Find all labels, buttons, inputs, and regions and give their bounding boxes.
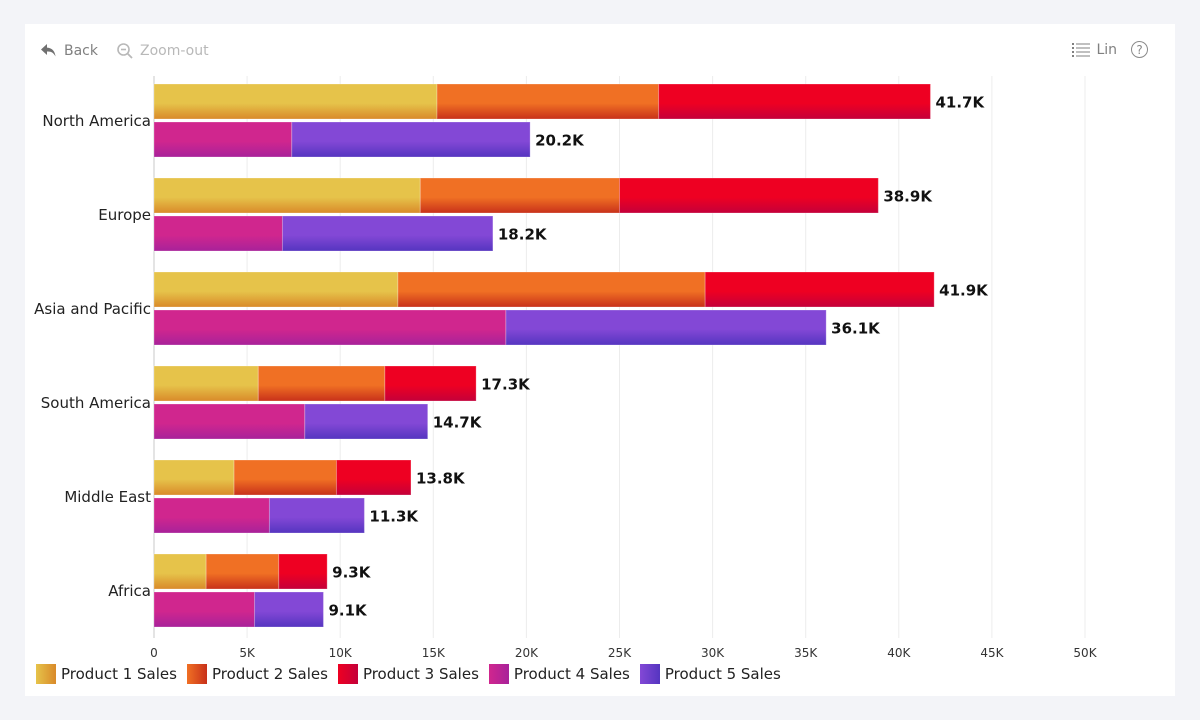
total-value-label: 11.3K <box>369 508 419 526</box>
legend-item[interactable]: Product 3 Sales <box>337 664 479 684</box>
bar-segment-product-1-sales[interactable] <box>153 83 438 120</box>
bar-segment-product-2-sales[interactable] <box>257 365 386 402</box>
bar-segment-product-4-sales[interactable] <box>153 497 270 534</box>
total-value-label: 9.3K <box>332 564 372 582</box>
legend-item[interactable]: Product 4 Sales <box>488 664 630 684</box>
bar-segment-product-1-sales[interactable] <box>153 553 207 590</box>
question-circle-icon[interactable]: ? <box>1131 41 1148 58</box>
bar-segment-product-5-sales[interactable] <box>281 215 494 252</box>
bar-segment-product-2-sales[interactable] <box>419 177 620 214</box>
back-label: Back <box>64 43 98 59</box>
legend-swatch <box>36 664 56 684</box>
x-tick-label: 40K <box>887 646 911 660</box>
category-labels: North America Europe Asia and Pacific South… <box>34 112 151 600</box>
bar-segment-product-5-sales[interactable] <box>304 403 429 440</box>
bar-segment-product-1-sales[interactable] <box>153 459 235 496</box>
bar-segment-product-2-sales[interactable] <box>205 553 280 590</box>
bar-segment-product-1-sales[interactable] <box>153 271 399 308</box>
x-tick-label: 15K <box>422 646 446 660</box>
bar-segment-product-4-sales[interactable] <box>153 215 283 252</box>
magnifier-minus-icon <box>117 43 133 59</box>
category-label: South America <box>41 394 151 412</box>
bar-segment-product-4-sales[interactable] <box>153 591 256 628</box>
x-tick-label: 30K <box>701 646 725 660</box>
bar-segment-product-2-sales[interactable] <box>436 83 660 120</box>
x-tick-label: 25K <box>608 646 632 660</box>
legend-item[interactable]: Product 2 Sales <box>186 664 328 684</box>
x-tick-label: 20K <box>515 646 539 660</box>
value-labels: 41.7K 20.2K 38.9K 18.2K 41.9K 36.1K 17.3K 14.7K… <box>328 94 989 620</box>
legend-swatch <box>337 664 358 684</box>
scale-label: Lin <box>1096 41 1117 58</box>
legend-label: Product 1 Sales <box>61 665 177 683</box>
gridlines <box>153 76 1086 638</box>
bar-segment-product-3-sales[interactable] <box>384 365 477 402</box>
legend-label: Product 4 Sales <box>513 665 630 683</box>
total-value-label: 38.9K <box>883 188 933 206</box>
bar-segment-product-3-sales[interactable] <box>335 459 412 496</box>
bar-segment-product-1-sales[interactable] <box>153 365 259 402</box>
total-value-label: 20.2K <box>535 132 585 150</box>
chart-toolbar-right: Lin ? <box>1072 41 1148 58</box>
bar-segment-product-2-sales[interactable] <box>233 459 337 496</box>
chart-legend: Product 1 Sales Product 2 Sales Product 3 … <box>36 664 783 684</box>
bar-segment-product-5-sales[interactable] <box>505 309 827 346</box>
zoom-out-button[interactable]: Zoom-out <box>116 42 209 60</box>
bars <box>153 83 935 628</box>
legend-label: Product 2 Sales <box>211 665 328 683</box>
bar-segment-product-3-sales[interactable] <box>278 553 328 590</box>
total-value-label: 41.9K <box>939 282 989 300</box>
bar-segment-product-3-sales[interactable] <box>619 177 879 214</box>
total-value-label: 17.3K <box>481 376 531 394</box>
x-tick-label: 50K <box>1073 646 1097 660</box>
total-value-label: 14.7K <box>433 414 483 432</box>
scale-toggle-button[interactable]: Lin <box>1072 42 1117 58</box>
total-value-label: 18.2K <box>498 226 548 244</box>
chart-toolbar: Back Zoom-out <box>40 42 209 60</box>
bar-segment-product-3-sales[interactable] <box>658 83 931 120</box>
bar-segment-product-5-sales[interactable] <box>291 121 531 158</box>
category-label: Africa <box>108 582 151 600</box>
bar-segment-product-1-sales[interactable] <box>153 177 421 214</box>
bar-segment-product-5-sales[interactable] <box>254 591 324 628</box>
undo-arrow-icon <box>41 44 56 57</box>
back-button[interactable]: Back <box>40 43 98 59</box>
category-label: North America <box>42 112 151 130</box>
category-label: Middle East <box>64 488 151 506</box>
x-tick-label: 45K <box>980 646 1004 660</box>
legend-label: Product 5 Sales <box>664 665 781 683</box>
total-value-label: 41.7K <box>935 94 985 112</box>
x-tick-label: 0 <box>150 646 158 660</box>
x-tick-label: 10K <box>329 646 353 660</box>
total-value-label: 9.1K <box>328 602 368 620</box>
x-tick-label: 5K <box>239 646 256 660</box>
legend-label: Product 3 Sales <box>362 665 479 683</box>
legend-item[interactable]: Product 5 Sales <box>639 664 781 684</box>
x-axis-ticks: 0 5K 10K 15K 20K 25K 30K 35K 40K 45K 50K <box>150 646 1098 660</box>
zoom-out-label: Zoom-out <box>140 43 209 59</box>
category-label: Europe <box>98 206 151 224</box>
total-value-label: 13.8K <box>416 470 466 488</box>
bar-segment-product-4-sales[interactable] <box>153 403 306 440</box>
legend-swatch <box>639 664 660 684</box>
help-glyph: ? <box>1136 42 1143 57</box>
legend-swatch <box>186 664 207 684</box>
total-value-label: 36.1K <box>831 320 881 338</box>
bar-segment-product-4-sales[interactable] <box>153 309 507 346</box>
legend-item[interactable]: Product 1 Sales <box>36 664 177 684</box>
legend-swatch <box>488 664 509 684</box>
category-label: Asia and Pacific <box>34 300 151 318</box>
bar-segment-product-4-sales[interactable] <box>153 121 293 158</box>
bar-segment-product-5-sales[interactable] <box>268 497 365 534</box>
bar-segment-product-2-sales[interactable] <box>397 271 706 308</box>
bar-segment-product-3-sales[interactable] <box>704 271 935 308</box>
x-tick-label: 35K <box>794 646 818 660</box>
list-icon <box>1072 42 1091 57</box>
